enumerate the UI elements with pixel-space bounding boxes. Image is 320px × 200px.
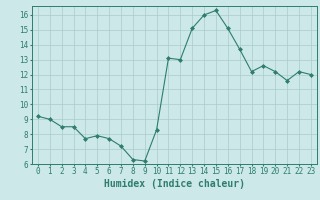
X-axis label: Humidex (Indice chaleur): Humidex (Indice chaleur) [104, 179, 245, 189]
